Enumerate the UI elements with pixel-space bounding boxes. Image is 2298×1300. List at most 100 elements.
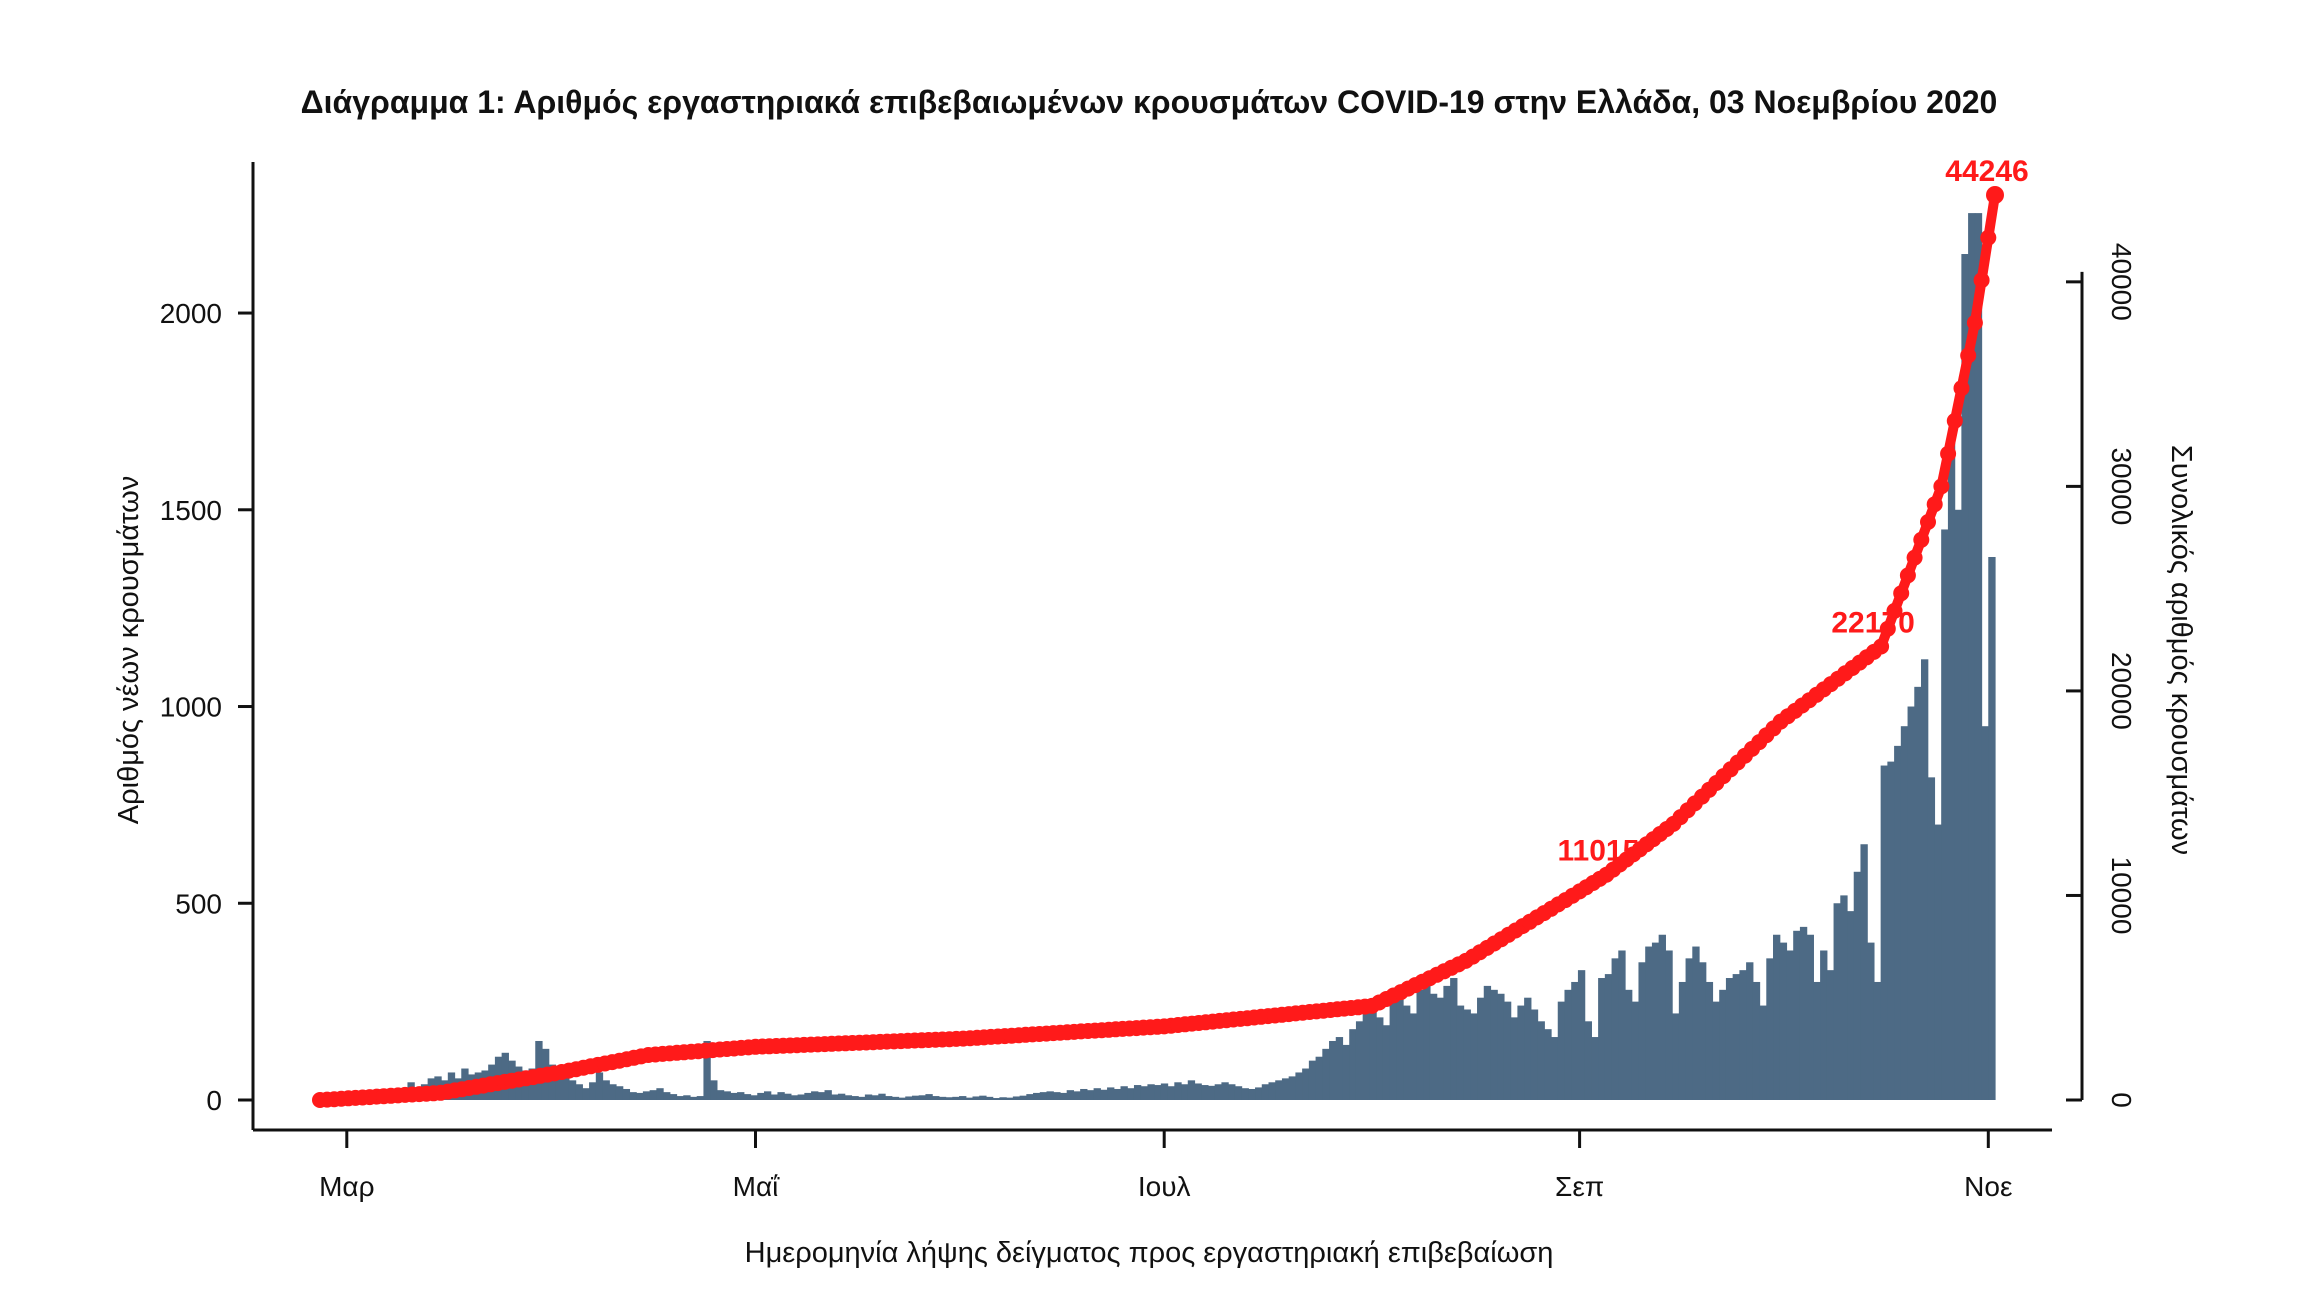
daily-bar [1921,659,1929,1100]
daily-bar [1086,1090,1095,1100]
daily-bar [938,1096,947,1100]
daily-bar [589,1082,597,1100]
daily-bar [1537,1021,1545,1100]
daily-bar [1503,1001,1512,1100]
daily-bar [1046,1091,1054,1100]
daily-bar [1167,1086,1175,1100]
right-y-axis-label: Συνολικός αριθμός κρουσμάτων [2165,445,2197,855]
daily-bar [1692,946,1700,1100]
left-y-ticks: 0 500 1000 1500 2000 [160,298,253,1116]
right-tick-label: 0 [2106,1092,2137,1108]
daily-bar [629,1092,637,1100]
cumulative-point [1966,314,1983,331]
daily-bar [844,1095,853,1100]
daily-bar [1840,895,1848,1100]
daily-bar [999,1097,1007,1100]
daily-bar [1954,509,1962,1100]
daily-bar [1826,970,1835,1100]
daily-bar [1524,997,1532,1100]
daily-bar [979,1095,987,1100]
daily-bar [804,1092,812,1100]
daily-bar [1423,981,1431,1100]
daily-bar [1981,726,1989,1100]
daily-bar [1900,726,1909,1100]
daily-bar [622,1088,631,1100]
daily-bar [871,1095,879,1100]
daily-bar [1477,997,1485,1100]
daily-bar [1450,978,1458,1100]
daily-bar [1658,934,1666,1100]
daily-bar [669,1094,678,1100]
daily-bar [1194,1083,1202,1100]
left-tick-label: 500 [175,888,222,919]
cumulative-point [1926,496,1943,513]
daily-bar [1436,997,1444,1100]
daily-bar [757,1092,765,1100]
daily-bar [1551,1037,1559,1100]
daily-bar [1638,962,1646,1100]
daily-bar [1611,958,1619,1100]
daily-bar [1604,974,1613,1100]
daily-bar [1369,1009,1377,1100]
cumulative-point [1893,585,1910,602]
x-tick-label: Μαΐ [733,1171,781,1202]
daily-bar [1376,1017,1384,1100]
daily-bar [1927,777,1936,1100]
daily-bar [1799,926,1808,1100]
daily-bar [1241,1088,1249,1100]
daily-bar [1349,1029,1357,1100]
daily-bar [1308,1060,1317,1100]
annotations: 11015 22170 44246 [1558,155,2029,868]
daily-bar [1288,1076,1296,1100]
daily-bar [615,1086,624,1100]
daily-bar [1974,213,1983,1101]
daily-bar [1329,1040,1337,1100]
daily-bar [777,1092,785,1100]
daily-bar [1773,934,1781,1100]
daily-bar [891,1096,900,1100]
daily-bar [1335,1037,1344,1100]
cumulative-point [1886,602,1903,619]
daily-bar [831,1094,839,1100]
daily-bar [1793,930,1801,1100]
daily-bar [582,1088,590,1100]
daily-bar [683,1095,691,1100]
daily-bar [1517,1005,1525,1100]
daily-bar [1187,1080,1196,1100]
daily-bar [1490,989,1498,1100]
daily-bar [1584,1021,1592,1100]
daily-bar [1342,1044,1350,1100]
daily-bar [1746,962,1754,1100]
daily-bar [1403,1005,1411,1100]
x-axis-label: Ημερομηνία λήψης δείγματος προς εργαστηρ… [745,1237,1554,1269]
daily-bar [992,1098,1001,1100]
daily-bar [1833,903,1841,1100]
daily-bar [1947,431,1956,1101]
cumulative-point [1899,567,1916,584]
daily-bar [1026,1094,1034,1100]
daily-bar [1853,871,1862,1100]
daily-bar [1093,1088,1101,1100]
daily-bar [1006,1097,1014,1100]
daily-bar [1140,1086,1149,1100]
daily-bar [1207,1085,1216,1100]
daily-bar [1867,942,1875,1100]
daily-bar [1389,1001,1397,1100]
daily-bar [1725,978,1734,1100]
daily-bar [1766,958,1774,1100]
x-tick-label: Νοε [1964,1171,2012,1202]
daily-bar [555,1072,563,1100]
daily-bar [1019,1095,1027,1100]
cumulative-point [1906,549,1923,566]
daily-bar [1618,950,1626,1100]
daily-bar [1201,1085,1209,1100]
daily-bar [985,1096,994,1100]
daily-bar [1073,1091,1081,1100]
daily-bar [858,1096,866,1100]
daily-bar [1039,1092,1048,1100]
cumulative-point [1980,229,1997,246]
daily-bar [1880,765,1888,1100]
daily-bar [1066,1090,1075,1100]
daily-bar [642,1091,651,1100]
daily-bar [663,1092,671,1100]
